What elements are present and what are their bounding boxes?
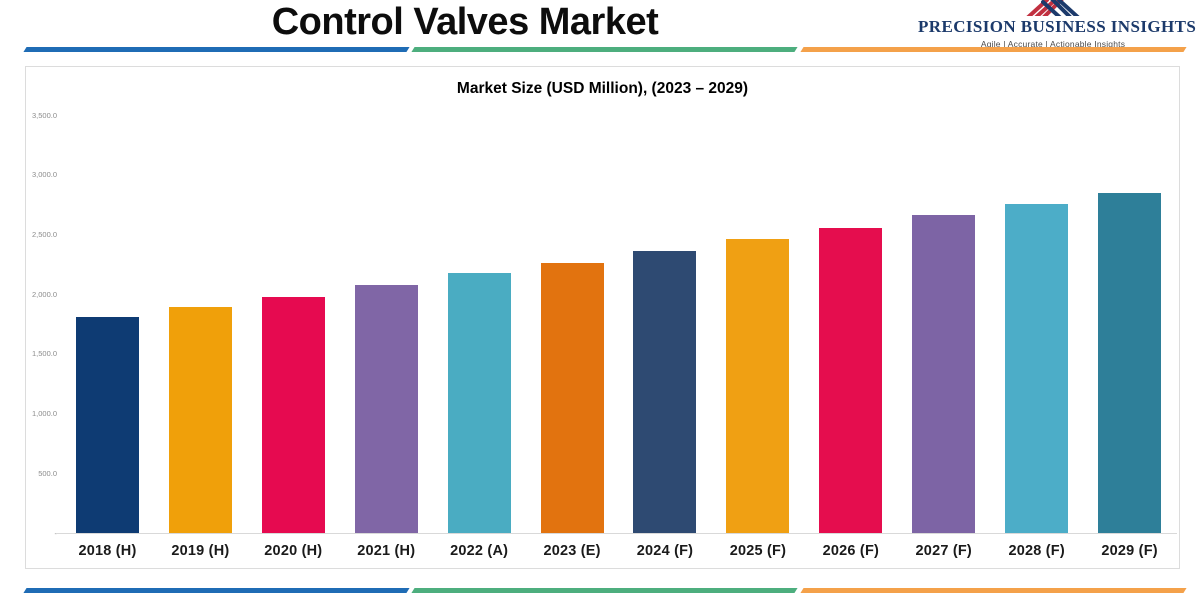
bar-cell: [711, 67, 804, 533]
bar-2025 (F): [726, 239, 790, 533]
x-axis-label: 2027 (F): [915, 543, 972, 559]
x-axis-labels: 2018 (H) 2019 (H) 2020 (H) 2021 (H) 2022 (A)…: [61, 543, 1176, 559]
bar-2024 (F): [633, 250, 697, 533]
x-axis-label: 2028 (F): [1008, 543, 1065, 559]
bar-cell: [1083, 67, 1176, 533]
x-axis-label: 2026 (F): [822, 543, 880, 559]
page-title: Control Valves Market: [271, 1, 659, 43]
bar-cell: [247, 67, 340, 533]
divider-segment-blue: [23, 47, 410, 52]
y-tick-label: 3,000.0: [31, 170, 57, 180]
x-axis-baseline: [56, 533, 1177, 534]
bar-cell: [990, 67, 1083, 533]
bar-2020 (H): [261, 296, 325, 533]
bar-cell: [61, 67, 154, 533]
divider-segment-green: [411, 47, 799, 52]
x-axis-label: 2029 (F): [1101, 543, 1158, 559]
y-tick-label: 500.0: [38, 468, 57, 478]
bar-cell: [340, 67, 433, 533]
bar-cell: [619, 67, 712, 533]
y-tick-label: 1,500.0: [31, 349, 57, 359]
bar-series: [61, 67, 1176, 533]
handshake-logo-icon: [1026, 0, 1080, 16]
divider-segment-orange: [800, 47, 1187, 52]
bar-2023 (E): [540, 262, 604, 533]
x-axis-label: 2018 (H): [78, 543, 137, 559]
top-divider: [23, 47, 1187, 52]
bar-2021 (H): [354, 284, 418, 533]
x-axis-label: 2019 (H): [171, 543, 230, 559]
bar-2029 (F): [1098, 192, 1162, 533]
divider-segment-blue: [23, 588, 410, 593]
bar-2018 (H): [75, 316, 139, 533]
bar-2022 (A): [447, 273, 511, 533]
bottom-divider: [23, 588, 1187, 593]
divider-segment-orange: [800, 588, 1187, 593]
company-logo: PRECISION BUSINESS INSIGHTS Agile | Accu…: [918, 0, 1197, 49]
y-tick-label: 3,500.0: [31, 110, 57, 120]
bar-2027 (F): [912, 214, 976, 533]
bar-2028 (F): [1005, 204, 1069, 533]
x-axis-label: 2020 (H): [264, 543, 323, 559]
bar-chart: Market Size (USD Million), (2023 – 2029)…: [25, 66, 1180, 569]
y-tick-label: -: [26, 529, 58, 538]
x-axis-label: 2022 (A): [450, 543, 509, 559]
bar-2019 (H): [168, 306, 232, 533]
x-axis-label: 2021 (H): [357, 543, 416, 559]
y-tick-label: 2,000.0: [31, 289, 57, 299]
bar-cell: [897, 67, 990, 533]
x-axis-label: 2024 (F): [636, 543, 694, 559]
bar-cell: [804, 67, 897, 533]
bar-2026 (F): [819, 228, 883, 533]
x-axis-label: 2025 (F): [729, 543, 787, 559]
x-axis-label: 2023 (E): [543, 543, 601, 559]
bar-cell: [154, 67, 247, 533]
bar-cell: [433, 67, 526, 533]
y-tick-label: 2,500.0: [31, 230, 57, 240]
y-tick-label: 1,000.0: [31, 409, 57, 419]
bar-cell: [526, 67, 619, 533]
logo-tagline: Agile | Accurate | Actionable Insights: [980, 39, 1126, 49]
logo-company-name: PRECISION BUSINESS INSIGHTS: [918, 17, 1197, 36]
chart-title: Market Size (USD Million), (2023 – 2029): [456, 80, 749, 97]
divider-segment-green: [411, 588, 799, 593]
